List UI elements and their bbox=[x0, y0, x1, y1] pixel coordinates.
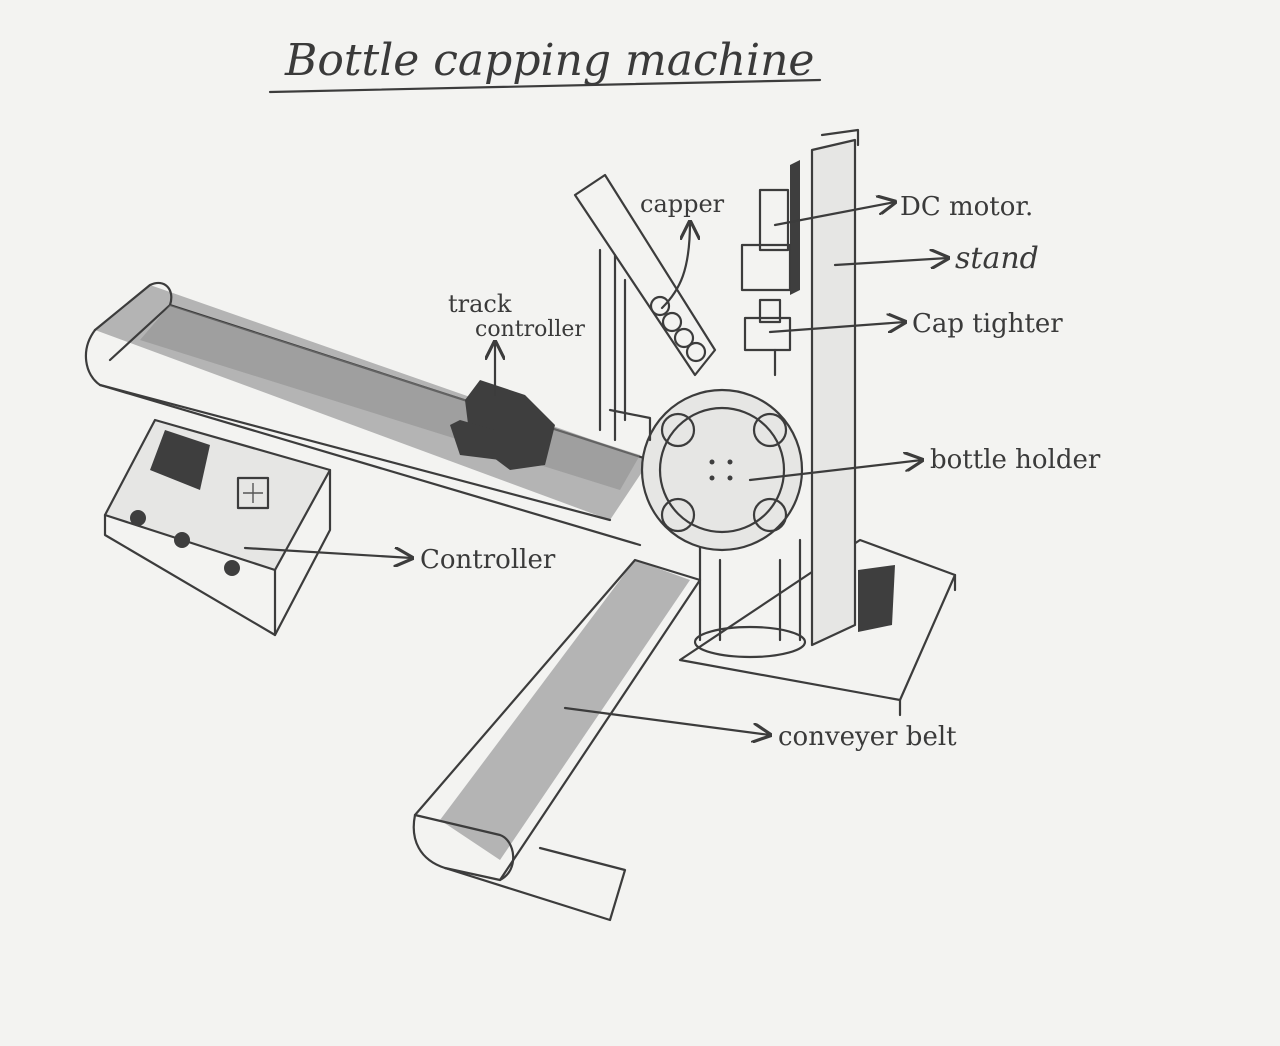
stand-post bbox=[790, 128, 895, 647]
label-cap-tighter: Cap tighter bbox=[912, 309, 1063, 339]
arrow-cap-tighter bbox=[768, 322, 905, 332]
label-bottle-holder: bottle holder bbox=[930, 445, 1101, 475]
arrow-conveyer-belt bbox=[563, 706, 770, 735]
label-conveyer-belt: conveyer belt bbox=[778, 722, 957, 752]
label-track-controller-line2: controller bbox=[475, 317, 585, 342]
label-track-controller-line1: track bbox=[448, 290, 512, 318]
arrow-capper bbox=[660, 222, 690, 310]
arrow-controller bbox=[243, 546, 412, 558]
label-controller: Controller bbox=[420, 545, 556, 575]
label-capper: capper bbox=[640, 190, 725, 218]
cap-tighter-unit bbox=[743, 298, 792, 377]
track-controller-block bbox=[450, 380, 555, 470]
controller-box bbox=[103, 418, 332, 637]
bottle-holder bbox=[640, 388, 807, 659]
capper-chute bbox=[573, 173, 717, 442]
lower-conveyor-belt bbox=[412, 558, 702, 922]
arrow-bottle-holder bbox=[748, 460, 922, 482]
arrow-stand bbox=[833, 258, 948, 265]
arrow-dc-motor bbox=[773, 202, 895, 227]
dc-motor bbox=[740, 188, 792, 292]
title-underline bbox=[268, 78, 822, 94]
label-stand: stand bbox=[955, 241, 1039, 276]
diagram-title: Bottle capping machine bbox=[284, 35, 814, 86]
label-dc-motor: DC motor. bbox=[900, 192, 1033, 222]
